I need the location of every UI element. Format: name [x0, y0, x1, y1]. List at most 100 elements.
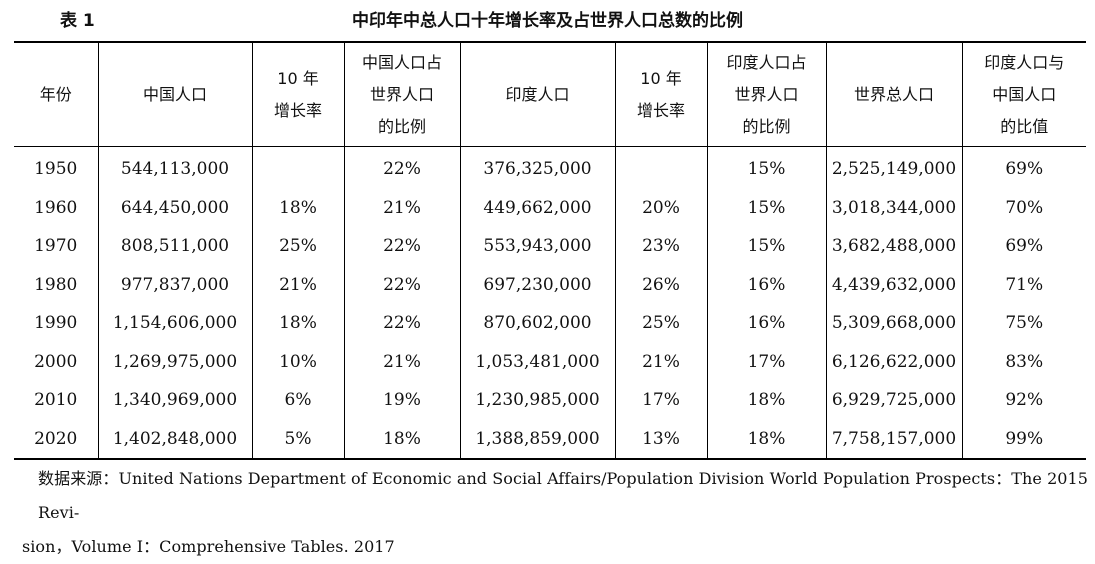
- table-cell: 18%: [251, 188, 344, 227]
- column-header-line: 印度人口: [505, 84, 570, 104]
- column-header: 10 年增长率: [614, 42, 707, 147]
- column-header: 印度人口: [459, 42, 615, 147]
- table-cell: 1,154,606,000: [97, 304, 252, 343]
- population-table: 年份 中国人口 10 年增长率 中国人口占 世界人口 的比例 印度人口 10 年增长率 印度人口…: [14, 41, 1086, 460]
- table-cell: 83%: [961, 342, 1086, 381]
- column-header-line: 的比例: [742, 116, 791, 136]
- table-cell: 10%: [251, 342, 344, 381]
- table-cell: 870,602,000: [459, 304, 615, 343]
- table-cell: 644,450,000: [97, 188, 252, 227]
- table-cell: 21%: [614, 342, 707, 381]
- table-cell: 13%: [614, 419, 707, 459]
- table-cell: 376,325,000: [459, 146, 615, 189]
- column-header: 印度人口占世界人口的比例: [706, 42, 826, 147]
- table-cell: 1960: [34, 197, 78, 218]
- table-cell: 1950: [34, 159, 78, 180]
- table-cell: 26%: [614, 265, 707, 304]
- table-cell: 4,439,632,000: [825, 265, 962, 304]
- table-cell: 22%: [343, 304, 460, 343]
- column-header: 中国人口: [97, 42, 252, 147]
- table-cell: 1980: [34, 274, 78, 295]
- column-header-line: 的比值: [1000, 116, 1049, 136]
- table-cell: 449,662,000: [459, 188, 615, 227]
- table-cell: 544,113,000: [97, 146, 252, 189]
- table-cell: 18%: [706, 381, 826, 420]
- table-cell: 1,340,969,000: [97, 381, 252, 420]
- source-line-1: 数据来源：United Nations Department of Econom…: [38, 469, 1088, 522]
- column-header: 世界总人口: [825, 42, 962, 147]
- column-header-line: 的比例: [377, 116, 426, 136]
- table-cell: 15%: [706, 188, 826, 227]
- table-cell: 22%: [343, 265, 460, 304]
- table-cell: 99%: [961, 419, 1086, 459]
- table-cell: 3,682,488,000: [825, 227, 962, 266]
- table-caption: 表 1 中印年中总人口十年增长率及占世界人口总数的比例: [0, 6, 1095, 32]
- table-cell: 1,402,848,000: [97, 419, 252, 459]
- table-cell: 2,525,149,000: [825, 146, 962, 189]
- column-header-line: 增长率: [636, 100, 685, 120]
- table-row: 1990 1,154,606,000 18% 22% 870,602,000 25% 16%…: [14, 304, 1086, 343]
- table-cell: [614, 146, 707, 189]
- table-cell: 75%: [961, 304, 1086, 343]
- column-header-line: 印度人口占: [726, 52, 807, 72]
- column-header-line: 增长率: [273, 100, 322, 120]
- column-header-line: 10 年: [277, 68, 319, 88]
- table-cell: 7,758,157,000: [825, 419, 962, 459]
- column-header-line: 世界人口: [734, 84, 799, 104]
- table-cell: 977,837,000: [97, 265, 252, 304]
- table-row: 1950 544,113,000 22% 376,325,000 15% 2,525,14…: [14, 146, 1086, 189]
- table-cell: 17%: [614, 381, 707, 420]
- table-number: 表 1: [60, 11, 95, 31]
- table-cell: 18%: [343, 419, 460, 459]
- table-cell: 6%: [251, 381, 344, 420]
- column-header-line: 中国人口占: [361, 52, 442, 72]
- column-header-line: 中国人口: [992, 84, 1057, 104]
- column-header-line: 中国人口: [142, 84, 207, 104]
- table-cell: 69%: [961, 146, 1086, 189]
- table-cell: 15%: [706, 227, 826, 266]
- table-cell: 2000: [34, 351, 78, 372]
- table-row: 1980 977,837,000 21% 22% 697,230,000 26% 16% 4,…: [14, 265, 1086, 304]
- table-cell: 2020: [34, 428, 78, 449]
- table-row: 1970 808,511,000 25% 22% 553,943,000 23% 15% 3,…: [14, 227, 1086, 266]
- table-cell: 5%: [251, 419, 344, 459]
- table-cell: 17%: [706, 342, 826, 381]
- table-body: 1950 544,113,000 22% 376,325,000 15% 2,525,14…: [14, 146, 1086, 459]
- table-cell: 6,929,725,000: [825, 381, 962, 420]
- table-cell: 553,943,000: [459, 227, 615, 266]
- table-cell: 23%: [614, 227, 707, 266]
- table-row: 1960 644,450,000 18% 21% 449,662,000 20% 15% 3,…: [14, 188, 1086, 227]
- column-header-line: 世界总人口: [853, 84, 934, 104]
- column-header: 中国人口占世界人口的比例: [343, 42, 460, 147]
- table-cell: 22%: [343, 146, 460, 189]
- table-cell: 808,511,000: [97, 227, 252, 266]
- table-cell: 92%: [961, 381, 1086, 420]
- table-cell: 16%: [706, 265, 826, 304]
- table-cell: 21%: [343, 188, 460, 227]
- table-cell: 18%: [706, 419, 826, 459]
- table-cell: 2010: [34, 390, 78, 411]
- column-header-line: 年份: [39, 84, 72, 104]
- column-header-line: 世界人口: [369, 84, 434, 104]
- table-title: 中印年中总人口十年增长率及占世界人口总数的比例: [352, 11, 743, 31]
- table-cell: 5,309,668,000: [825, 304, 962, 343]
- table-header: 年份 中国人口 10 年增长率 中国人口占 世界人口 的比例 印度人口 10 年增长率 印度人口…: [14, 42, 1086, 147]
- table-cell: 6,126,622,000: [825, 342, 962, 381]
- table-cell: 22%: [343, 227, 460, 266]
- column-header-line: 10 年: [640, 68, 682, 88]
- table-cell: 1970: [34, 236, 78, 257]
- column-header: 印度人口与中国人口的比值: [961, 42, 1086, 147]
- table-cell: 19%: [343, 381, 460, 420]
- table-cell: 18%: [251, 304, 344, 343]
- table-row: 2000 1,269,975,000 10% 21% 1,053,481,000 21% 1…: [14, 342, 1086, 381]
- table-cell: 69%: [961, 227, 1086, 266]
- header-row: 年份 中国人口 10 年增长率 中国人口占 世界人口 的比例 印度人口 10 年增长率 印度人口…: [14, 42, 1086, 147]
- table-row: 2020 1,402,848,000 5% 18% 1,388,859,000 13% 18…: [14, 419, 1086, 459]
- table-cell: 15%: [706, 146, 826, 189]
- table-cell: 25%: [614, 304, 707, 343]
- table-cell: 16%: [706, 304, 826, 343]
- table-cell: [251, 146, 344, 189]
- column-header-line: 印度人口与: [984, 52, 1065, 72]
- table-cell: 21%: [251, 265, 344, 304]
- table-cell: 25%: [251, 227, 344, 266]
